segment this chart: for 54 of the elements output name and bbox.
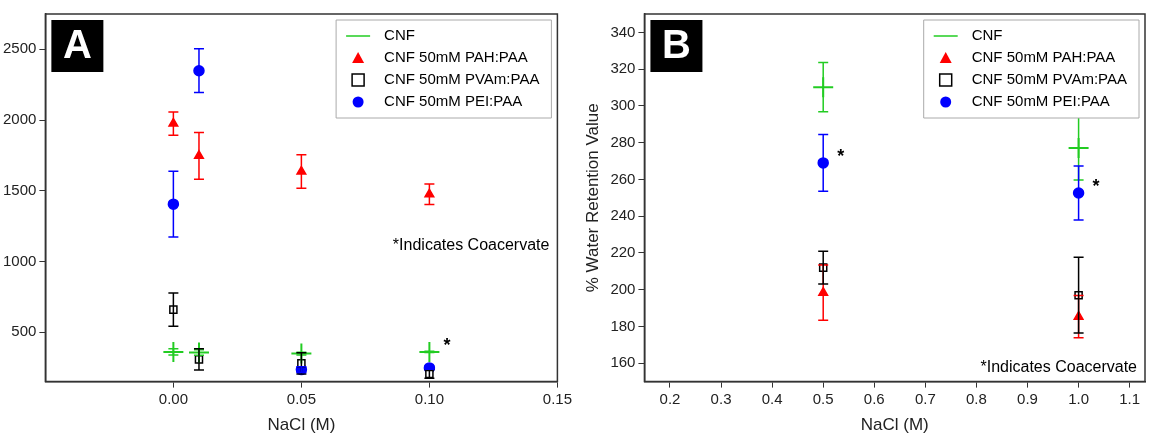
legend-label: CNF 50mM PVAm:PAA [971, 70, 1128, 88]
x-tick-label: 0.05 [286, 389, 316, 407]
x-tick-label: 1.0 [1068, 389, 1090, 407]
y-tick-label: 2500 [2, 39, 37, 57]
legend-label: CNF [384, 26, 415, 44]
x-axis-title: NaCl (M) [267, 415, 336, 435]
x-tick-label: 0.4 [761, 389, 783, 407]
y-tick-label: 180 [610, 316, 636, 334]
point [1072, 187, 1085, 199]
point [424, 188, 435, 198]
chart-title: A [62, 22, 92, 67]
x-tick-label: 1.1 [1119, 389, 1141, 407]
point [290, 342, 313, 365]
x-tick-label: 0.6 [863, 389, 885, 407]
chart-title: B [661, 22, 691, 67]
y-tick-label: 260 [610, 169, 636, 187]
y-tick-label: 320 [610, 59, 636, 77]
annotation: *Indicates Coacervate [980, 358, 1138, 376]
y-tick-label: 2000 [2, 110, 37, 128]
y-tick-label: 200 [610, 279, 636, 297]
legend-label: CNF 50mM PVAm:PAA [384, 70, 540, 88]
y-axis-title: % Water Retention Value [582, 103, 602, 293]
y-tick-label: 240 [610, 206, 636, 224]
point [168, 117, 179, 127]
point [1067, 136, 1090, 159]
y-tick-label: 1000 [2, 251, 37, 269]
y-tick-label: 280 [610, 132, 636, 150]
x-tick-label: 0.10 [414, 389, 444, 407]
point [296, 165, 307, 175]
point [162, 340, 185, 363]
x-tick-label: 0.9 [1017, 389, 1038, 407]
legend-label: CNF 50mM PAH:PAA [971, 48, 1116, 66]
y-tick-label: 500 [11, 322, 37, 340]
x-tick-label: 0.3 [710, 389, 732, 407]
annotation: * [443, 334, 451, 355]
x-tick-label: 0.15 [542, 389, 572, 407]
annotation: * [837, 145, 845, 166]
y-tick-label: 1500 [2, 180, 37, 198]
legend-label: CNF 50mM PEI:PAA [971, 92, 1110, 110]
x-tick-label: 0.2 [659, 389, 681, 407]
annotation: * [1092, 175, 1100, 196]
x-tick-label: 0.8 [966, 389, 987, 407]
legend-label: CNF 50mM PEI:PAA [384, 92, 523, 110]
x-tick-label: 0.7 [914, 389, 936, 407]
y-tick-label: 300 [610, 96, 636, 114]
y-tick-label: 340 [610, 22, 636, 40]
x-tick-label: 0.5 [812, 389, 834, 407]
legend-label: CNF 50mM PAH:PAA [384, 48, 528, 66]
y-tick-label: 220 [610, 243, 636, 261]
x-tick-label: 0.00 [158, 389, 188, 407]
y-tick-label: 160 [610, 353, 636, 371]
x-axis-title: NaCl (M) [860, 415, 929, 435]
annotation: *Indicates Coacervate [392, 235, 550, 253]
legend-label: CNF [971, 26, 1003, 44]
